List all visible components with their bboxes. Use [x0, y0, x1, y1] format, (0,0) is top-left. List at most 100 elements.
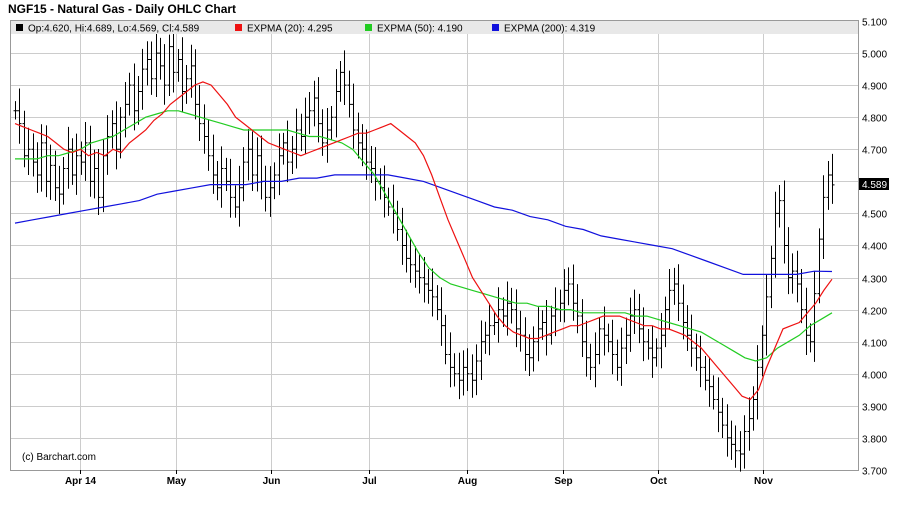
ohlc-bar [795, 250, 800, 303]
ohlc-bar [575, 284, 580, 334]
ohlc-bar [299, 113, 304, 152]
ohlc-bar [290, 136, 295, 175]
ohlc-bar [66, 126, 71, 189]
ohlc-bar [35, 142, 40, 193]
ohlc-bar [465, 348, 470, 391]
ohlc-bar [338, 60, 343, 102]
x-month-label: Apr 14 [65, 476, 97, 487]
ohlc-bar [531, 326, 536, 372]
ohlc-bar [268, 166, 273, 217]
ohlc-bar [720, 397, 725, 439]
ohlc-bar [514, 289, 519, 348]
ohlc-bar [123, 81, 128, 138]
ohlc-bar [812, 271, 817, 362]
ohlc-bar [667, 268, 672, 329]
ohlc-bar [808, 323, 813, 353]
legend-swatch-ema20 [235, 24, 242, 31]
ohlc-bar [329, 106, 334, 141]
ohlc-bar [237, 165, 242, 227]
ohlc-bar [830, 153, 835, 204]
ohlc-bar [457, 352, 462, 400]
y-tick-label: 4.500 [862, 210, 887, 221]
ohlc-bar [360, 124, 365, 167]
ohlc-bar [804, 287, 809, 355]
legend-ema50: EXPMA (50): 4.190 [377, 24, 463, 35]
ohlc-bar [219, 146, 224, 208]
ohlc-bar [320, 109, 325, 156]
ohlc-bar [588, 343, 593, 381]
ohlc-bar [751, 386, 756, 431]
y-tick-label: 4.400 [862, 242, 887, 253]
ohlc-bar [650, 325, 655, 378]
x-month-label: Oct [650, 476, 667, 487]
y-tick-label: 5.100 [862, 18, 887, 29]
y-tick-label: 4.200 [862, 307, 887, 318]
ohlc-bar [83, 121, 88, 181]
ohlc-bar [790, 253, 795, 294]
ohlc-bar [637, 293, 642, 344]
ohlc-bar [769, 245, 774, 309]
ohlc-bar [474, 344, 479, 396]
ohlc-bar [777, 184, 782, 228]
legend-bar [11, 21, 858, 34]
ohlc-bar [241, 147, 246, 202]
ohlc-bar [764, 274, 769, 356]
y-tick-label: 4.800 [862, 114, 887, 125]
ohlc-bar [479, 320, 484, 381]
ohlc-bar [422, 257, 427, 303]
ohlc-bar [716, 377, 721, 433]
ohlc-bar [224, 157, 229, 191]
ohlc-bar [140, 48, 145, 110]
last-price-marker [859, 178, 889, 190]
ohlc-bar [733, 425, 738, 468]
ohlc-bar [294, 108, 299, 169]
ohlc-bar [22, 110, 27, 168]
ohlc-bar [285, 120, 290, 183]
ohlc-bar [826, 161, 831, 210]
ohlc-bar [540, 310, 545, 340]
ohlc-bar [347, 70, 352, 118]
ohlc-bar [725, 404, 730, 457]
x-month-label: May [167, 476, 187, 487]
legend-ema20: EXPMA (20): 4.295 [247, 24, 333, 35]
ohlc-bar [628, 297, 633, 352]
ohlc-bar [755, 345, 760, 420]
ohlc-bar [233, 185, 238, 218]
ohlc-bar [215, 161, 220, 201]
ohlc-bar [114, 101, 119, 170]
ohlc-bar [496, 287, 501, 343]
last-price-label: 4.589 [862, 180, 887, 191]
ohlc-bar [202, 104, 207, 154]
ohlc-bar [400, 207, 405, 265]
ohlc-bar [501, 297, 506, 328]
ohlc-bar [26, 127, 31, 176]
legend-ema200: EXPMA (200): 4.319 [504, 24, 596, 35]
ohlc-bar [404, 229, 409, 273]
ohlc-bar [681, 284, 686, 340]
legend-swatch-ema50 [365, 24, 372, 31]
ohlc-bar [17, 88, 22, 144]
ohlc-bar [70, 138, 75, 185]
ohlc-bar [707, 357, 712, 407]
ohlc-bar [13, 101, 18, 120]
ohlc-bars [13, 24, 835, 472]
ohlc-bar [417, 253, 422, 294]
ohlc-bar [44, 125, 49, 198]
ohlc-bar [408, 238, 413, 283]
y-tick-label: 4.900 [862, 82, 887, 93]
ohlc-bar [48, 144, 53, 200]
ohlc-bar [703, 356, 708, 391]
ohlc-bar [364, 129, 369, 180]
ohlc-bar [624, 317, 629, 365]
credit-text: (c) Barchart.com [22, 452, 96, 463]
ohlc-bar [369, 146, 374, 184]
ohlc-bar [246, 128, 251, 181]
ohlc-bar [606, 323, 611, 353]
ohlc-bar [57, 165, 62, 214]
ohlc-bar [672, 267, 677, 305]
ohlc-bar [742, 415, 747, 469]
ohlc-bar [351, 83, 356, 149]
ohlc-bar [316, 77, 321, 143]
ohlc-bar [619, 327, 624, 386]
ohlc-bar [593, 332, 598, 388]
